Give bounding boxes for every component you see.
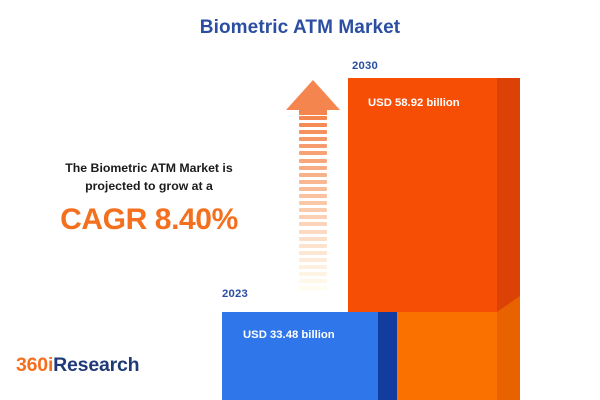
up-arrow-stripe [299,243,327,248]
year-label-2023: 2023 [222,288,248,300]
cagr-lead-line-2: projected to grow at a [85,178,213,193]
cagr-lead-line-1: The Biometric ATM Market is [65,161,233,175]
brand-logo: 360iResearch [16,354,140,377]
cagr-value: CAGR 8.40% [60,202,238,236]
up-arrow-stripe [299,250,327,255]
up-arrow-stripe [299,137,327,142]
up-arrow-head [286,80,340,110]
up-arrow-stripe [299,264,327,269]
up-arrow-stripe [299,279,327,284]
up-arrow-stripe [299,236,327,241]
up-arrow-stripe [299,158,327,163]
up-arrow-stripe [299,215,327,220]
cagr-lead-text: The Biometric ATM Market is projected to… [24,160,274,196]
bar-2023-front-face [222,312,378,400]
cagr-callout: The Biometric ATM Market is projected to… [24,160,274,237]
up-arrow-stripe [299,186,327,191]
bar-2030-lower-side-face [497,296,520,400]
up-arrow-icon [286,80,340,292]
bar-value-label-2023: USD 33.48 billion [243,329,335,341]
bar-2023-side-face [378,312,397,400]
bar-value-label-2030: USD 58.92 billion [368,97,460,109]
up-arrow-stripe [299,222,327,227]
up-arrow-stripe [299,165,327,170]
up-arrow-stripe [299,272,327,277]
up-arrow-stripe [299,130,327,135]
up-arrow-stripe [299,144,327,149]
up-arrow-stripe [299,179,327,184]
up-arrow-stripe [299,116,327,120]
up-arrow-stripe [299,257,327,262]
up-arrow-stripe [299,286,327,291]
up-arrow-stripes [299,116,327,292]
up-arrow-stripe [299,201,327,206]
logo-part-i: i [47,354,54,376]
year-label-2030: 2030 [352,60,378,72]
up-arrow-stripe [299,151,327,156]
up-arrow-stripe [299,208,327,213]
up-arrow-neck [299,110,327,115]
logo-part-word: Research [53,354,140,376]
up-arrow-stripe [299,194,327,199]
bar-2023 [222,312,397,400]
logo-part-number: 360 [16,354,48,376]
up-arrow-stripe [299,123,327,128]
page-title: Biometric ATM Market [199,17,401,38]
up-arrow-stripe [299,229,327,234]
up-arrow-stripe [299,172,327,177]
